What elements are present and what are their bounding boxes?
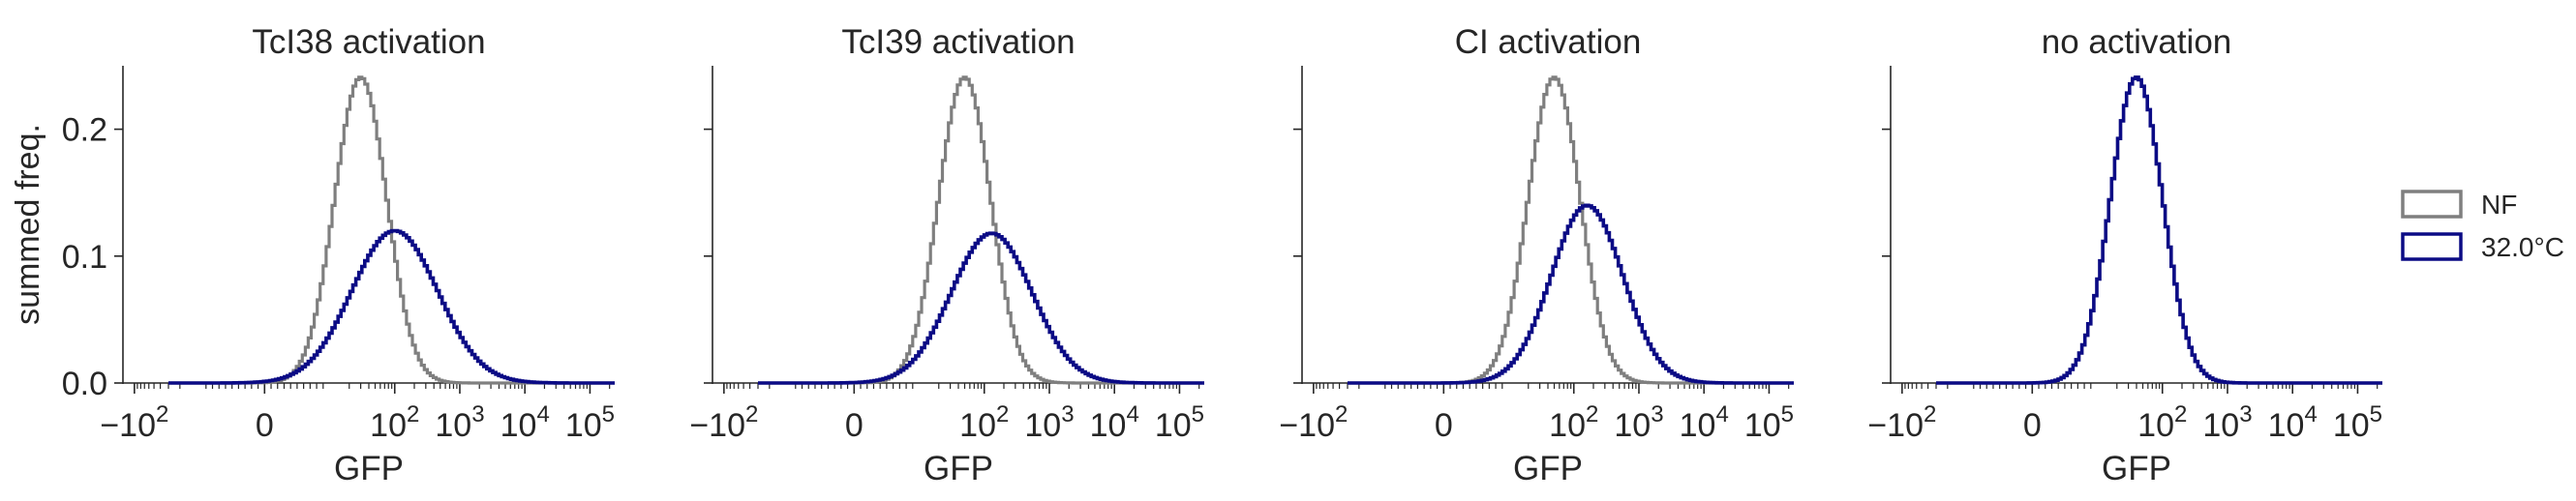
series-induced-histogram [1936, 75, 2382, 385]
x-tick-label: 103 [1024, 401, 1074, 444]
panel-title: TcI39 activation [841, 23, 1075, 61]
x-tick-label: 105 [565, 401, 615, 444]
x-tick-label: 103 [2202, 401, 2252, 444]
y-axis-label: summed freq. [10, 124, 46, 325]
x-tick-label: 105 [2333, 401, 2382, 444]
panel-title: no activation [2042, 23, 2232, 61]
x-tick-label: −102 [689, 401, 758, 444]
x-tick-label: 0 [1435, 407, 1453, 444]
y-tick-label: 0.2 [62, 112, 107, 149]
x-tick-label: 0 [256, 407, 274, 444]
legend-label-0: NF [2481, 190, 2517, 220]
y-tick-label: 0.0 [62, 366, 107, 402]
x-tick-label: 103 [435, 401, 484, 444]
series-nf-histogram [1348, 75, 1794, 385]
x-tick-label: 105 [1744, 401, 1794, 444]
x-tick-label: 103 [1614, 401, 1663, 444]
legend-swatch-1 [2401, 232, 2463, 261]
x-tick-label: 104 [1090, 401, 1139, 444]
x-axis-label: GFP [924, 450, 993, 487]
x-axis-label: GFP [2102, 450, 2171, 487]
panel-3: no activation −102 0 102 103 104 105 GFP [1867, 23, 2382, 487]
legend-swatch-0 [2401, 190, 2463, 219]
x-tick-label: 102 [959, 401, 1009, 444]
panel-title: TcI38 activation [252, 23, 485, 61]
x-tick-label: 105 [1155, 401, 1204, 444]
x-tick-label: −102 [1867, 401, 1936, 444]
x-axis-label: GFP [1513, 450, 1583, 487]
series-nf-histogram [1936, 75, 2382, 385]
x-tick-label: 104 [500, 401, 550, 444]
series-induced-histogram [1348, 203, 1794, 385]
x-tick-label: 102 [1549, 401, 1598, 444]
x-tick-label: −102 [100, 401, 168, 444]
x-tick-label: 102 [370, 401, 419, 444]
x-tick-label: −102 [1279, 401, 1348, 444]
legend: NF 32.0°C [2401, 190, 2564, 262]
x-tick-label: 104 [2268, 401, 2318, 444]
x-tick-label: 0 [2023, 407, 2042, 444]
series-induced-histogram [758, 231, 1204, 385]
panel-title: CI activation [1455, 23, 1642, 61]
series-nf-histogram [758, 75, 1204, 385]
panel-2: CI activation −102 0 102 103 104 105 GFP [1279, 23, 1794, 487]
x-tick-label: 104 [1680, 401, 1729, 444]
legend-label-1: 32.0°C [2481, 232, 2564, 262]
x-tick-label: 102 [2137, 401, 2187, 444]
x-axis-label: GFP [334, 450, 404, 487]
panel-0: TcI38 activation 0.0 0.1 0.2 summed freq. −10… [10, 23, 615, 487]
x-tick-label: 0 [845, 407, 864, 444]
panel-1: TcI39 activation −102 0 102 103 104 105 GFP [689, 23, 1204, 487]
y-tick-label: 0.1 [62, 239, 107, 276]
series-induced-histogram [168, 228, 615, 385]
